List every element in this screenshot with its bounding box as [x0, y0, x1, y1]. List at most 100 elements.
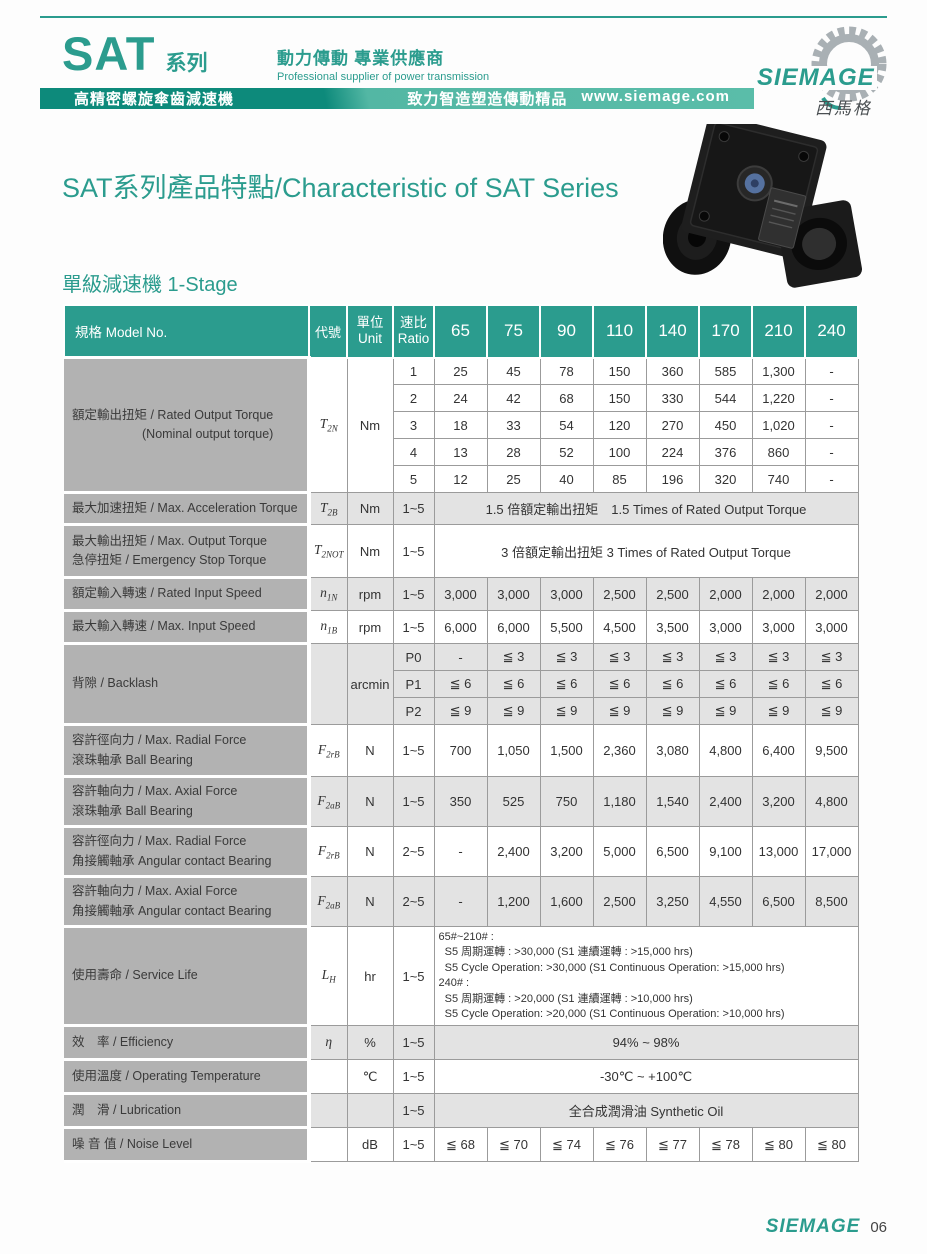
- value-cell: 18: [433, 411, 488, 439]
- value-cell: 2,000: [804, 577, 859, 611]
- value-cell: ≦ 3: [751, 643, 806, 671]
- code-cell: [308, 1093, 348, 1129]
- value-cell: ≦ 6: [698, 670, 753, 698]
- value-cell: 78: [539, 357, 594, 385]
- value-cell: ≦ 9: [486, 697, 541, 725]
- label-cell: 最大加速扭矩 / Max. Acceleration Torque: [64, 491, 311, 526]
- label-cell: 潤 滑 / Lubrication: [64, 1092, 311, 1130]
- label-cell: 容許徑向力 / Max. Radial Force 角接觸軸承 Angular …: [64, 825, 311, 878]
- unit-cell: [346, 1093, 394, 1129]
- col-header-110: 110: [592, 304, 647, 359]
- ratio-cell: 1~5: [392, 610, 435, 644]
- value-cell: -: [804, 357, 859, 385]
- value-cell: 45: [486, 357, 541, 385]
- value-cell: 3,200: [539, 826, 594, 877]
- value-cell: 1,200: [486, 876, 541, 927]
- row-label-sub: 急停扭矩 / Emergency Stop Torque: [72, 553, 267, 567]
- label-cell: 效 率 / Efficiency: [64, 1024, 311, 1062]
- unit-cell: %: [346, 1025, 394, 1061]
- value-cell: 860: [751, 438, 806, 466]
- code-cell: F2aB: [308, 776, 348, 827]
- label-cell: 額定輸出扭矩 / Rated Output Torque (Nominal ou…: [64, 356, 311, 494]
- top-rule: [40, 16, 887, 18]
- value-cell: ≦ 3: [645, 643, 700, 671]
- value-cell: 13: [433, 438, 488, 466]
- ratio-cell: 1~5: [392, 1025, 435, 1061]
- ratio-cell: 1~5: [392, 776, 435, 827]
- row-max-accel-torque: 最大加速扭矩 / Max. Acceleration Torque T2B Nm…: [64, 491, 859, 526]
- row-axial-force-ball: 容許軸向力 / Max. Axial Force 滾珠軸承 Ball Beari…: [64, 775, 859, 828]
- value-cell: -: [804, 411, 859, 439]
- row-rated-torque-4: 4 13 28 52 100 224 376 860 -: [64, 438, 859, 466]
- value-cell: ≦ 68: [433, 1127, 488, 1163]
- brand-sat: SAT: [62, 27, 156, 80]
- col-header-model: 規格 Model No.: [63, 304, 310, 359]
- span-value-cell: -30℃ ~ +100℃: [433, 1059, 859, 1095]
- row-label: 容許軸向力 / Max. Axial Force: [72, 884, 238, 899]
- value-cell: ≦ 9: [751, 697, 806, 725]
- value-cell: 9,500: [804, 724, 859, 777]
- brand-wordmark: SAT 系列: [62, 30, 208, 77]
- col-header-140: 140: [645, 304, 700, 359]
- value-cell: 24: [433, 384, 488, 412]
- value-cell: 740: [751, 465, 806, 493]
- ratio-cell: 1~5: [392, 1093, 435, 1129]
- tagline-zh: 動力傳動 專業供應商: [277, 49, 445, 68]
- label-cell: 使用壽命 / Service Life: [64, 924, 311, 1028]
- value-cell: ≦ 6: [751, 670, 806, 698]
- value-cell: 17,000: [804, 826, 859, 877]
- ratio-cell: 1~5: [392, 524, 435, 578]
- unit-cell: N: [346, 776, 394, 827]
- value-cell: 3,500: [645, 610, 700, 644]
- ratio-cell: 2~5: [392, 826, 435, 877]
- unit-cell: Nm: [346, 357, 394, 493]
- unit-cell: rpm: [346, 610, 394, 644]
- product-photo: [662, 113, 875, 300]
- footer-page-number: 06: [870, 1219, 887, 1236]
- ratio-cell: 1~5: [392, 1059, 435, 1095]
- value-cell: -: [433, 826, 488, 877]
- code-cell: LH: [308, 925, 348, 1027]
- value-cell: 3,200: [751, 776, 806, 827]
- unit-cell: N: [346, 724, 394, 777]
- banner-url: www.siemage.com: [581, 88, 730, 105]
- logo-siemage-text: SIEMAGE: [755, 64, 877, 91]
- banner-slogan: 致力智造塑造傳動精品: [407, 91, 568, 108]
- ratio-cell: 2~5: [392, 876, 435, 927]
- page-footer: SIEMAGE 06: [766, 1216, 887, 1238]
- unit-cell: Nm: [346, 492, 394, 525]
- tagline-en: Professional supplier of power transmiss…: [277, 71, 490, 83]
- value-cell: 54: [539, 411, 594, 439]
- row-efficiency: 效 率 / Efficiency η % 1~5 94% ~ 98%: [64, 1024, 859, 1062]
- value-cell: ≦ 9: [698, 697, 753, 725]
- code-cell: F2rB: [308, 724, 348, 777]
- value-cell: 150: [592, 357, 647, 385]
- code-cell: F2rB: [308, 826, 348, 877]
- row-service-life: 使用壽命 / Service Life LH hr 1~5 65#~210# :…: [64, 924, 859, 1028]
- value-cell: 700: [433, 724, 488, 777]
- value-cell: 450: [698, 411, 753, 439]
- row-label: 最大加速扭矩 / Max. Acceleration Torque: [72, 500, 298, 515]
- row-rated-torque-5: 5 12 25 40 85 196 320 740 -: [64, 465, 859, 493]
- label-cell: 最大輸出扭矩 / Max. Output Torque 急停扭矩 / Emerg…: [64, 523, 311, 579]
- value-cell: 270: [645, 411, 700, 439]
- value-cell: 1,300: [751, 357, 806, 385]
- value-cell: 196: [645, 465, 700, 493]
- value-cell: 8,500: [804, 876, 859, 927]
- ratio-cell: 1~5: [392, 925, 435, 1027]
- value-cell: 6,000: [486, 610, 541, 644]
- row-label-sub: (Nominal output torque): [142, 427, 274, 441]
- value-cell: 3,000: [698, 610, 753, 644]
- ratio-cell: 4: [392, 438, 435, 466]
- unit-cell: N: [346, 826, 394, 877]
- value-cell: 25: [433, 357, 488, 385]
- span-value-cell: 94% ~ 98%: [433, 1025, 859, 1061]
- value-cell: ≦ 76: [592, 1127, 647, 1163]
- value-cell: ≦ 78: [698, 1127, 753, 1163]
- value-cell: 2,400: [486, 826, 541, 877]
- value-cell: 2,360: [592, 724, 647, 777]
- value-cell: 544: [698, 384, 753, 412]
- row-label: 容許徑向力 / Max. Radial Force: [72, 733, 247, 748]
- value-cell: ≦ 6: [804, 670, 859, 698]
